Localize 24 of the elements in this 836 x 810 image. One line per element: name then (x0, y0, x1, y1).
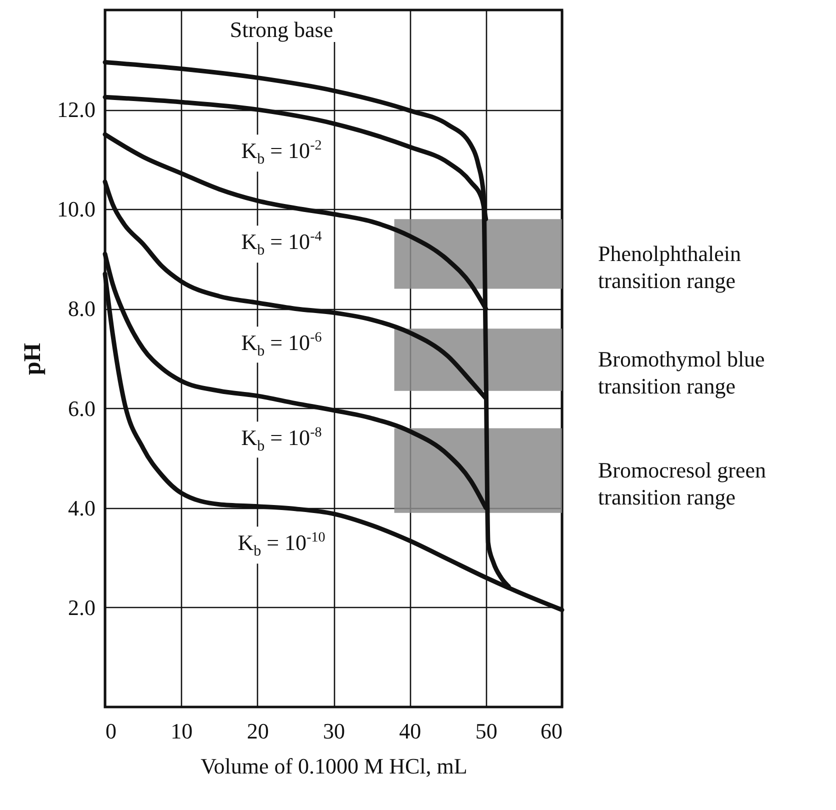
x-tick-label: 50 (475, 718, 498, 744)
series-label: K$_{b}$ = 10$^{-8}$ (238, 421, 325, 458)
series-label: K$_{b}$ = 10$^{-4}$ (238, 226, 325, 263)
y-axis-title: pH (20, 342, 46, 376)
x-tick-label: 10 (170, 718, 193, 744)
x-tick-label: 60 (540, 718, 562, 744)
series-label: K$_{b}$ = 10$^{-10}$ (234, 526, 328, 564)
band-label: Bromocresol green transition range (598, 458, 766, 510)
series-label: Strong base (226, 16, 336, 42)
series-label: K$_{b}$ = 10$^{-2}$ (238, 134, 325, 172)
y-tick-label: 12.0 (57, 97, 96, 122)
x-tick-label: 20 (246, 718, 269, 744)
y-tick-label: 10.0 (57, 196, 96, 222)
band-label: Phenolphthalein transition range (598, 240, 741, 293)
x-tick-label: 0 (106, 718, 116, 744)
y-tick-label: 2.0 (68, 594, 96, 620)
x-tick-label: 40 (399, 718, 422, 744)
x-axis-title: Volume of 0.1000 M HCl, mL (200, 754, 468, 778)
y-tick-label: 4.0 (68, 495, 96, 520)
y-tick-label: 6.0 (68, 396, 96, 421)
series-label: K$_{b}$ = 10$^{-6}$ (238, 326, 325, 364)
band-label: Bromothymol blue transition range (598, 346, 765, 399)
x-tick-label: 30 (323, 718, 345, 744)
y-tick-label: 8.0 (68, 296, 96, 322)
